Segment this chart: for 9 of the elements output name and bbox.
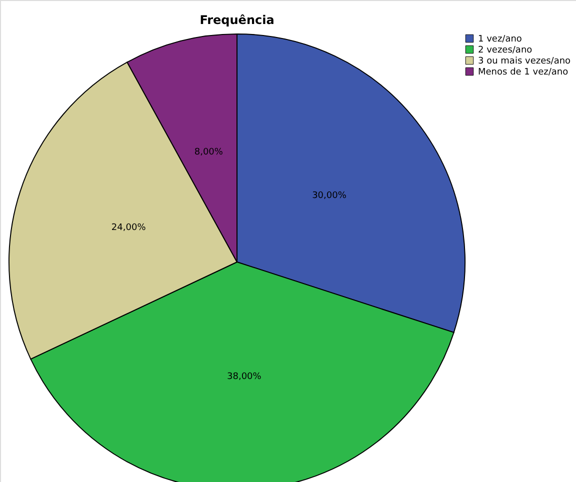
data-label: 38,00% bbox=[226, 372, 262, 382]
legend-label: 2 vezes/ano bbox=[478, 46, 533, 56]
data-label: 24,00% bbox=[111, 222, 146, 233]
legend-label: 1 vez/ano bbox=[478, 34, 522, 44]
chart-title: Frequência bbox=[200, 13, 274, 27]
data-label: 30,00% bbox=[312, 190, 347, 201]
legend-label: 3 ou mais vezes/ano bbox=[478, 56, 572, 66]
legend-label: Menos de 1 vez/ano bbox=[478, 68, 569, 78]
data-label: 8,00% bbox=[194, 148, 224, 158]
